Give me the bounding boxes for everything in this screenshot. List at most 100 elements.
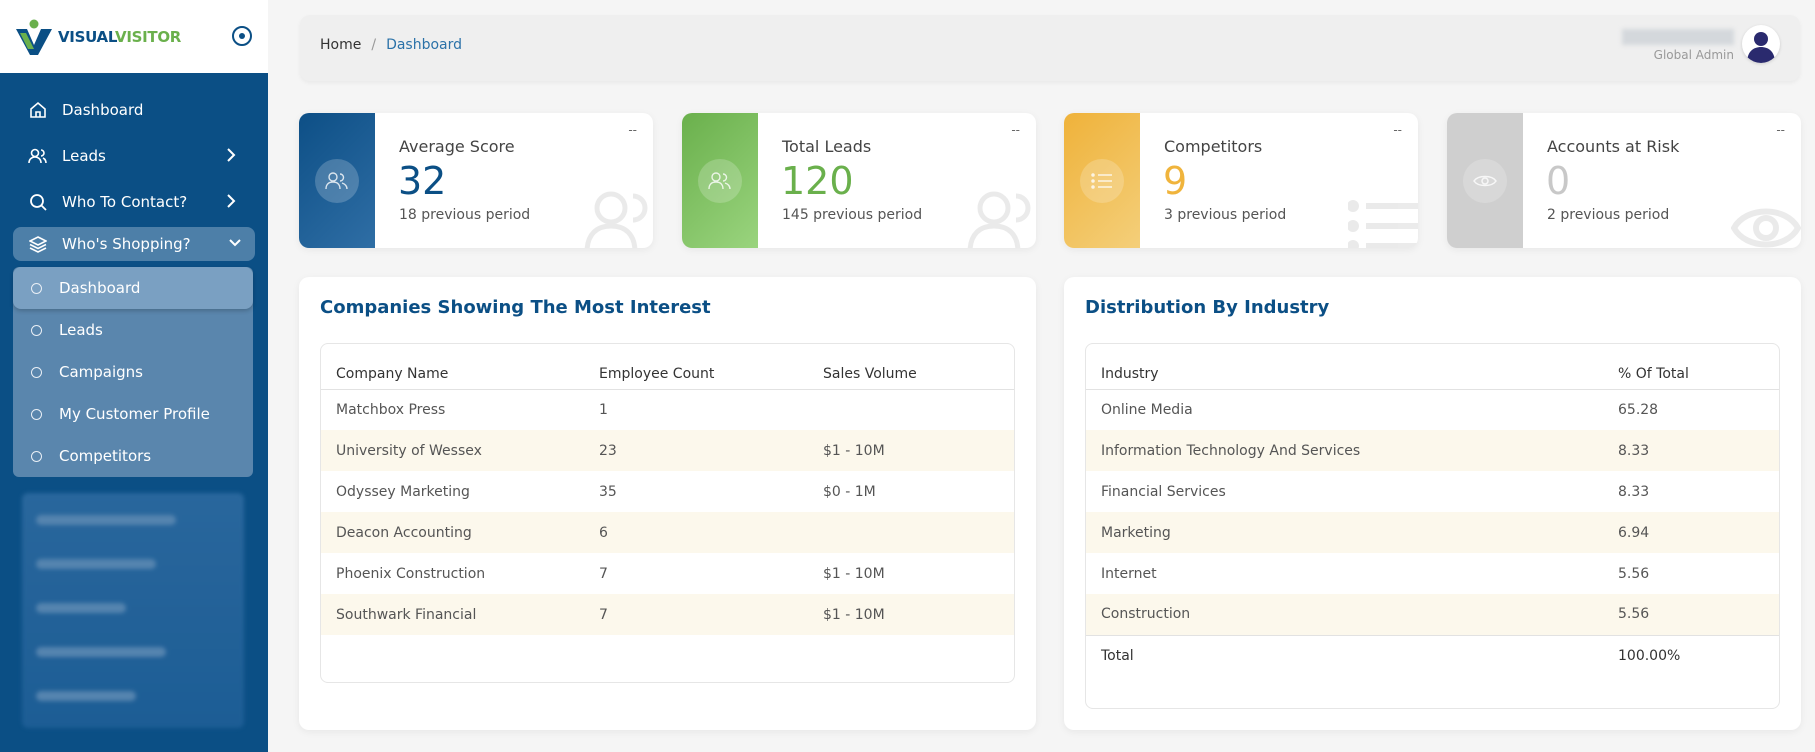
stat-card-accounts-at-risk: -- Accounts at Risk 0 2 previous period [1447,113,1801,248]
breadcrumb: Home / Dashboard [320,37,462,53]
stat-label: Total Leads [782,137,872,156]
chevron-down-icon [229,239,241,247]
percent-cell: 6.94 [1618,524,1650,541]
sidebar: VISUALVISITOR Dashboard Leads Who To Con… [0,0,268,752]
company-name-cell: Phoenix Construction [336,565,486,582]
column-header[interactable]: Employee Count [599,344,823,390]
company-name-cell: Odyssey Marketing [336,483,470,500]
percent-cell: 5.56 [1618,606,1650,623]
user-menu[interactable]: Global Admin [1622,25,1780,63]
list-icon [1080,158,1124,203]
subnav-item-competitors[interactable]: Competitors [13,435,253,477]
sidebar-item-dashboard[interactable]: Dashboard [0,87,268,133]
column-header[interactable]: Sales Volume [823,344,1014,390]
column-header[interactable]: Company Name [321,344,599,390]
logo-icon [16,19,52,55]
percent-cell: 8.33 [1618,483,1650,500]
card-menu-button[interactable]: -- [1393,123,1402,137]
stat-card-competitors: -- Competitors 9 3 previous period [1064,113,1418,248]
search-icon [28,192,48,212]
sidebar-item-whos-shopping[interactable]: Who's Shopping? [13,227,255,261]
column-header[interactable]: Industry [1086,344,1618,390]
sales-volume-cell: $1 - 10M [823,442,885,459]
subnav-item-leads[interactable]: Leads [13,309,253,351]
table-row[interactable]: Internet 5.56 [1086,553,1779,594]
table-row[interactable]: Phoenix Construction 7 $1 - 10M [321,553,1014,594]
layers-icon [28,234,48,254]
users-icon [28,146,48,166]
table-row[interactable]: Marketing 6.94 [1086,512,1779,553]
card-menu-button[interactable]: -- [1011,123,1020,137]
subnav-item-dashboard[interactable]: Dashboard [13,267,253,309]
avatar[interactable] [1742,25,1780,63]
panel-title: Companies Showing The Most Interest [320,297,711,318]
industry-cell: Financial Services [1101,483,1226,500]
card-menu-button[interactable]: -- [628,123,637,137]
sales-volume-cell [823,389,1014,430]
whos-shopping-submenu: Dashboard Leads Campaigns My Customer Pr… [13,267,253,477]
employee-count-cell: 6 [599,524,608,541]
table-row[interactable]: Online Media 65.28 [1086,389,1779,430]
stat-value: 120 [781,159,854,203]
chevron-right-icon [227,194,236,208]
percent-cell: 65.28 [1618,401,1659,418]
circle-icon [31,282,42,294]
subnav-item-campaigns[interactable]: Campaigns [13,351,253,393]
table-row[interactable]: Financial Services 8.33 [1086,471,1779,512]
total-value-cell: 100.00% [1618,634,1779,676]
brand-name: VISUALVISITOR [58,27,182,46]
subnav-item-label: My Customer Profile [59,405,210,423]
stat-label: Average Score [399,137,515,156]
top-header: Home / Dashboard Global Admin [300,15,1800,81]
table-row[interactable]: University of Wessex 23 $1 - 10M [321,430,1014,471]
subnav-item-label: Leads [59,321,103,339]
subnav-item-my-customer-profile[interactable]: My Customer Profile [13,393,253,435]
breadcrumb-current: Dashboard [386,37,463,53]
stat-label: Accounts at Risk [1547,137,1680,156]
table-row[interactable]: Deacon Accounting 6 [321,512,1014,553]
total-row: Total 100.00% [1086,634,1779,676]
user-avatar-icon [1747,32,1775,63]
table-row[interactable]: Odyssey Marketing 35 $0 - 1M [321,471,1014,512]
table-row[interactable]: Southwark Financial 7 $1 - 10M [321,594,1014,635]
companies-panel: Companies Showing The Most Interest Comp… [299,277,1036,730]
chevron-right-icon [227,148,236,162]
stat-card-total-leads: -- Total Leads 120 145 previous period [682,113,1036,248]
stat-icon-panel [299,113,375,248]
table-header-row: Company Name Employee Count Sales Volume [321,344,1014,390]
stat-previous: 2 previous period [1547,207,1670,223]
sidebar-item-leads[interactable]: Leads [0,133,268,179]
company-name-cell: Southwark Financial [336,606,477,623]
eye-watermark-icon [1731,208,1801,248]
sidebar-toggle-button[interactable] [232,26,252,46]
subnav-item-label: Competitors [59,447,152,465]
company-name-cell: Matchbox Press [336,401,446,418]
employee-count-cell: 1 [599,401,608,418]
logo-bar: VISUALVISITOR [0,0,268,73]
table-row[interactable]: Construction 5.56 [1086,594,1779,635]
column-header[interactable]: % Of Total [1618,344,1779,390]
industry-panel: Distribution By Industry Industry % Of T… [1064,277,1801,730]
table-row[interactable]: Information Technology And Services 8.33 [1086,430,1779,471]
subnav-item-label: Dashboard [59,279,141,297]
circle-icon [31,324,42,336]
stat-previous: 145 previous period [782,207,923,223]
panel-title: Distribution By Industry [1085,297,1330,318]
breadcrumb-home-link[interactable]: Home [320,37,362,53]
industry-cell: Information Technology And Services [1101,442,1361,459]
industry-cell: Internet [1101,565,1157,582]
stat-label: Competitors [1164,137,1263,156]
subnav-item-label: Campaigns [59,363,144,381]
sales-volume-cell [823,512,1014,553]
sidebar-item-who-to-contact[interactable]: Who To Contact? [0,179,268,225]
table-row[interactable]: Matchbox Press 1 [321,389,1014,430]
stat-value: 0 [1546,159,1571,203]
stat-value: 9 [1163,159,1188,203]
circle-icon [31,408,42,420]
card-menu-button[interactable]: -- [1776,123,1785,137]
users-watermark-icon [967,191,1031,248]
industry-cell: Online Media [1101,401,1193,418]
company-name-cell: University of Wessex [336,442,482,459]
employee-count-cell: 35 [599,483,617,500]
sidebar-item-label: Dashboard [62,101,144,119]
